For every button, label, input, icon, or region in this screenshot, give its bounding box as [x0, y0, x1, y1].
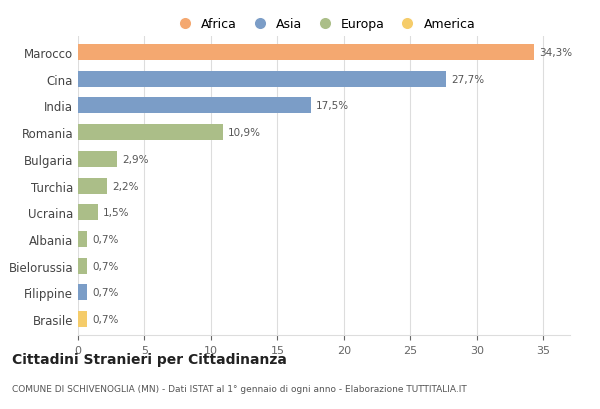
Bar [78, 178, 107, 194]
Text: COMUNE DI SCHIVENOGLIA (MN) - Dati ISTAT al 1° gennaio di ogni anno - Elaborazio: COMUNE DI SCHIVENOGLIA (MN) - Dati ISTAT… [12, 384, 467, 393]
Text: Cittadini Stranieri per Cittadinanza: Cittadini Stranieri per Cittadinanza [12, 352, 287, 366]
Bar [78, 205, 98, 221]
Text: 0,7%: 0,7% [92, 315, 119, 324]
Bar [78, 151, 116, 167]
Text: 17,5%: 17,5% [316, 101, 349, 111]
Bar [78, 45, 534, 61]
Bar [78, 125, 223, 141]
Bar [78, 285, 88, 301]
Text: 34,3%: 34,3% [539, 48, 572, 58]
Bar [78, 72, 446, 88]
Text: 27,7%: 27,7% [452, 74, 485, 84]
Text: 0,7%: 0,7% [92, 261, 119, 271]
Bar [78, 231, 88, 247]
Text: 0,7%: 0,7% [92, 288, 119, 298]
Text: 2,9%: 2,9% [122, 155, 148, 164]
Text: 10,9%: 10,9% [228, 128, 261, 138]
Text: 0,7%: 0,7% [92, 234, 119, 245]
Text: 1,5%: 1,5% [103, 208, 130, 218]
Bar [78, 258, 88, 274]
Bar [78, 98, 311, 114]
Bar [78, 311, 88, 327]
Text: 2,2%: 2,2% [113, 181, 139, 191]
Legend: Africa, Asia, Europa, America: Africa, Asia, Europa, America [167, 13, 481, 36]
